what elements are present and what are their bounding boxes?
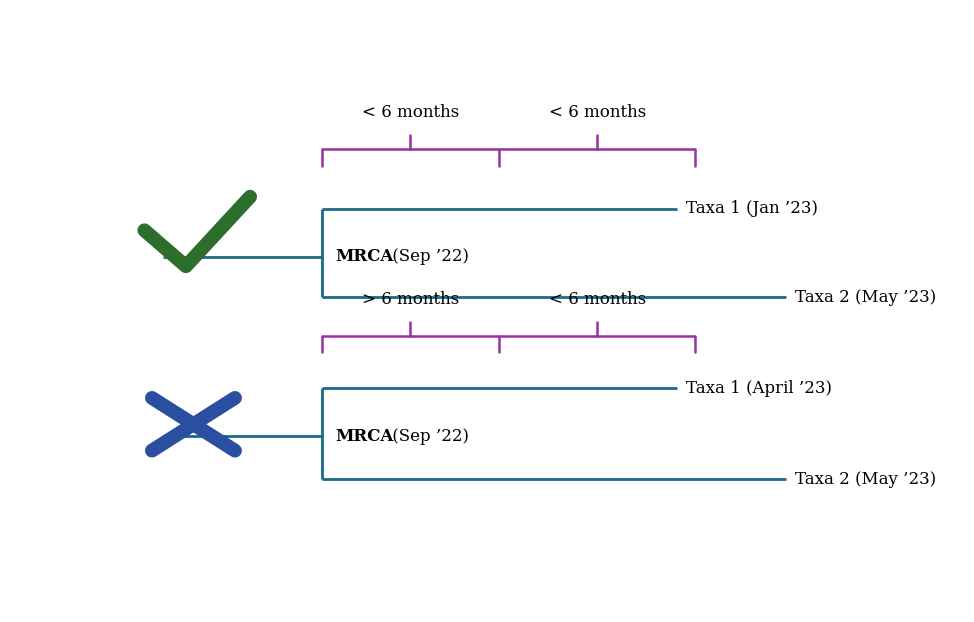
Text: MRCA: MRCA bbox=[335, 428, 393, 445]
Text: (Sep ’22): (Sep ’22) bbox=[387, 248, 468, 265]
Text: < 6 months: < 6 months bbox=[362, 104, 459, 121]
Text: Taxa 2 (May ’23): Taxa 2 (May ’23) bbox=[795, 471, 936, 488]
Text: Taxa 2 (May ’23): Taxa 2 (May ’23) bbox=[795, 289, 936, 306]
Text: > 6 months: > 6 months bbox=[362, 291, 459, 308]
Text: < 6 months: < 6 months bbox=[548, 104, 646, 121]
Text: < 6 months: < 6 months bbox=[548, 291, 646, 308]
Text: Taxa 1 (Jan ’23): Taxa 1 (Jan ’23) bbox=[686, 200, 817, 217]
Text: Taxa 1 (April ’23): Taxa 1 (April ’23) bbox=[686, 380, 832, 397]
Text: (Sep ’22): (Sep ’22) bbox=[387, 428, 468, 445]
Text: MRCA: MRCA bbox=[335, 248, 393, 265]
